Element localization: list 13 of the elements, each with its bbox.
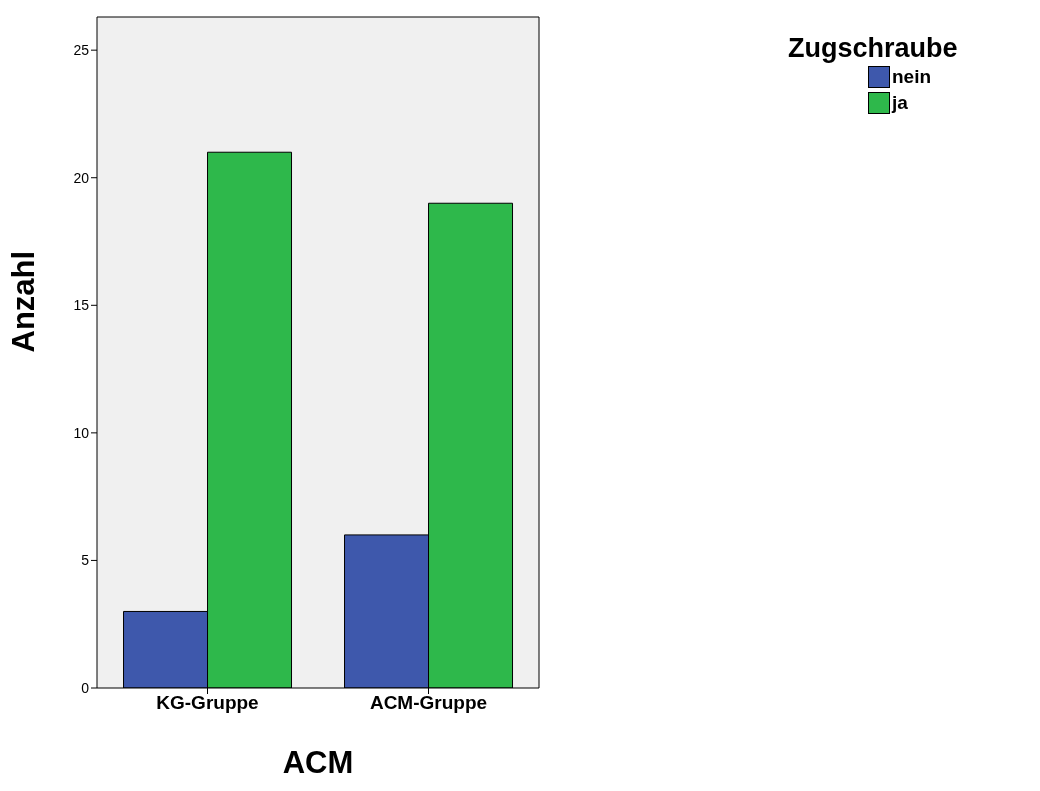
y-tick-label: 15 — [73, 297, 90, 314]
x-tick-label: ACM-Gruppe — [369, 692, 488, 714]
y-tick-label: 25 — [73, 42, 90, 59]
legend-title: Zugschraube — [788, 33, 959, 64]
y-axis-title: Anzahl — [6, 250, 42, 353]
legend-label: nein — [891, 65, 933, 89]
legend-label: ja — [890, 91, 909, 115]
x-tick-label: KG-Gruppe — [156, 692, 259, 714]
x-axis-title: ACM — [282, 745, 354, 780]
y-tick-label: 10 — [73, 424, 90, 441]
y-tick-label: 0 — [81, 679, 90, 696]
y-tick-label: 20 — [73, 169, 90, 186]
y-tick-label: 5 — [81, 552, 90, 569]
